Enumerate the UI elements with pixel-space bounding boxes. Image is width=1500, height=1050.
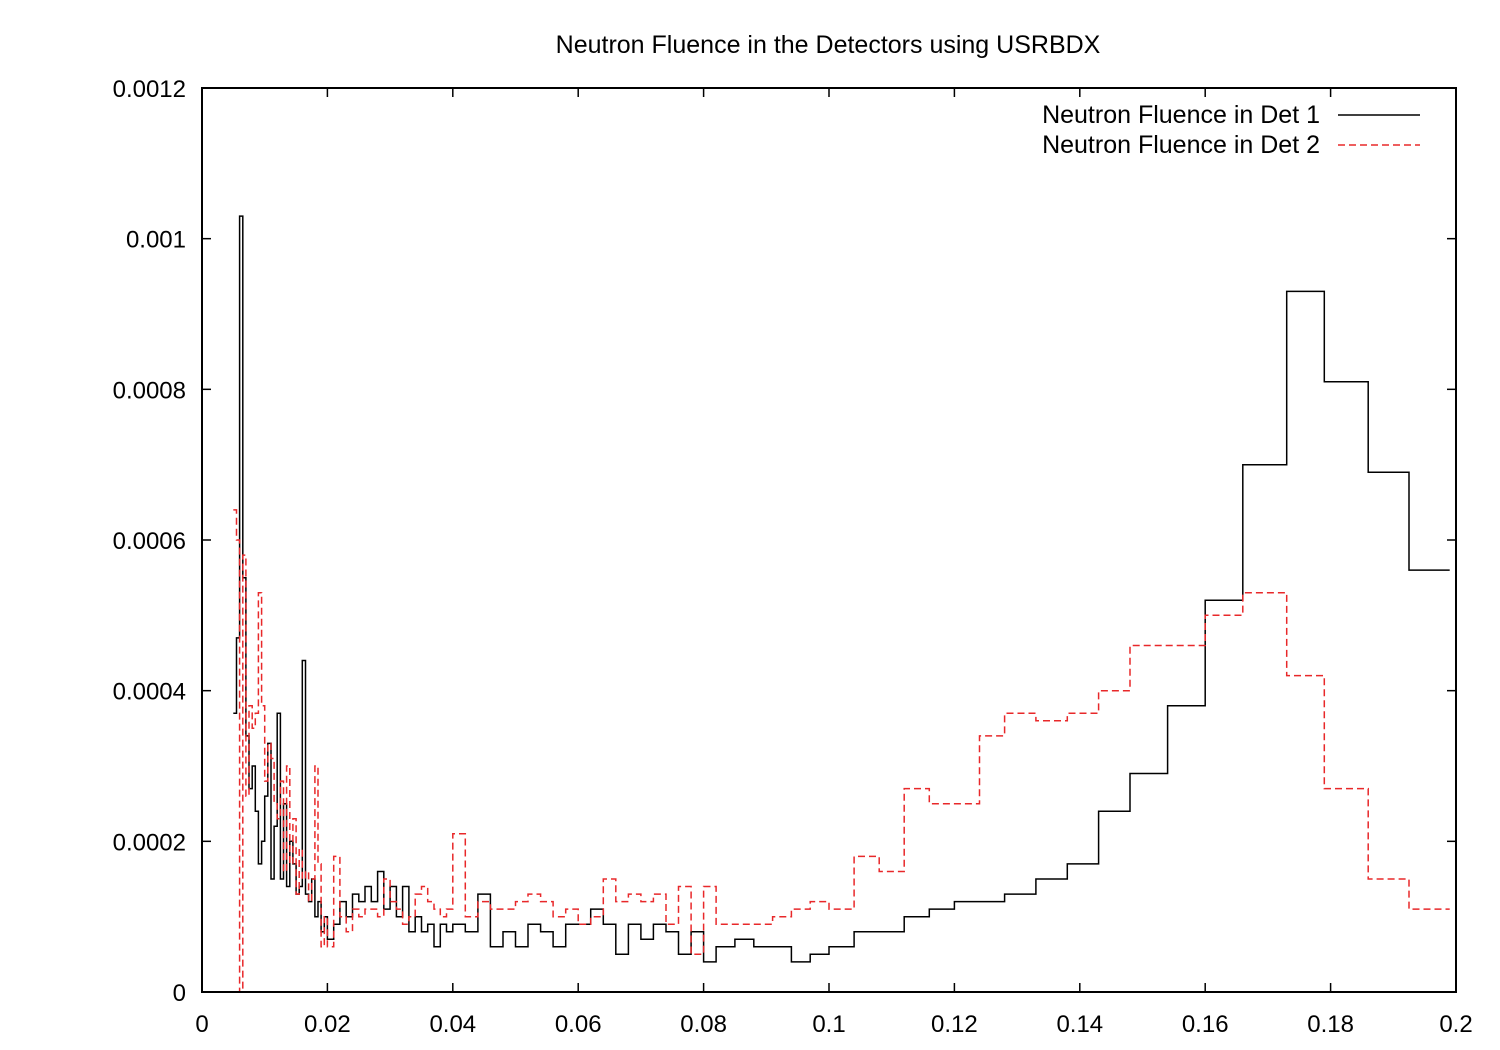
plot-area: [233, 215, 1450, 993]
x-tick-label: 0.04: [429, 1011, 476, 1038]
x-tick-label: 0.16: [1182, 1011, 1229, 1038]
x-tick-label: 0.12: [931, 1011, 978, 1038]
x-tick-label: 0: [195, 1011, 208, 1038]
x-tick-label: 0.2: [1439, 1011, 1472, 1038]
plot-frame: [201, 87, 1457, 993]
series-line-det-1: [233, 215, 1450, 963]
y-tick-label: 0.0008: [113, 377, 186, 404]
y-tick-label: 0.0004: [113, 679, 186, 706]
legend-label-det-1: Neutron Fluence in Det 1: [1042, 101, 1320, 129]
x-tick-label: 0.06: [555, 1011, 602, 1038]
y-tick-label: 0: [173, 980, 186, 1007]
y-tick-label: 0.0012: [113, 76, 186, 103]
series-line-det-2: [233, 509, 1450, 993]
x-tick-label: 0.18: [1307, 1011, 1354, 1038]
x-tick-label: 0.14: [1056, 1011, 1103, 1038]
y-tick-label: 0.0002: [113, 829, 186, 856]
axes: 0 0.02 0.04 0.06 0.08 0.1 0.12 0.14 0.16 0.18 0.2 0…: [113, 76, 1473, 1038]
y-tick-label: 0.0006: [113, 528, 186, 555]
legend-label-det-2: Neutron Fluence in Det 2: [1042, 131, 1320, 159]
x-tick-label: 0.02: [304, 1011, 351, 1038]
chart-title: Neutron Fluence in the Detectors using U…: [556, 31, 1101, 59]
x-tick-label: 0.1: [812, 1011, 845, 1038]
x-tick-label: 0.08: [680, 1011, 727, 1038]
y-tick-label: 0.001: [126, 227, 186, 254]
